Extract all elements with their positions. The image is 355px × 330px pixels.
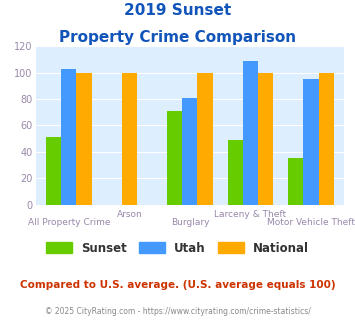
Bar [258,73,273,205]
Text: Motor Vehicle Theft: Motor Vehicle Theft [267,218,355,227]
Text: Property Crime Comparison: Property Crime Comparison [59,30,296,45]
Bar [167,111,182,205]
Text: © 2025 CityRating.com - https://www.cityrating.com/crime-statistics/: © 2025 CityRating.com - https://www.city… [45,307,310,316]
Text: Larceny & Theft: Larceny & Theft [214,210,286,218]
Bar [61,69,76,205]
Bar [76,73,92,205]
Bar [228,140,243,205]
Bar [122,73,137,205]
Text: Compared to U.S. average. (U.S. average equals 100): Compared to U.S. average. (U.S. average … [20,280,335,290]
Bar [319,73,334,205]
Text: Burglary: Burglary [171,218,209,227]
Bar [304,79,319,205]
Bar [182,98,197,205]
Text: 2019 Sunset: 2019 Sunset [124,3,231,18]
Bar [288,158,304,205]
Bar [46,137,61,205]
Legend: Sunset, Utah, National: Sunset, Utah, National [41,237,314,259]
Bar [197,73,213,205]
Text: Arson: Arson [116,210,142,218]
Text: All Property Crime: All Property Crime [28,218,110,227]
Bar [243,61,258,205]
